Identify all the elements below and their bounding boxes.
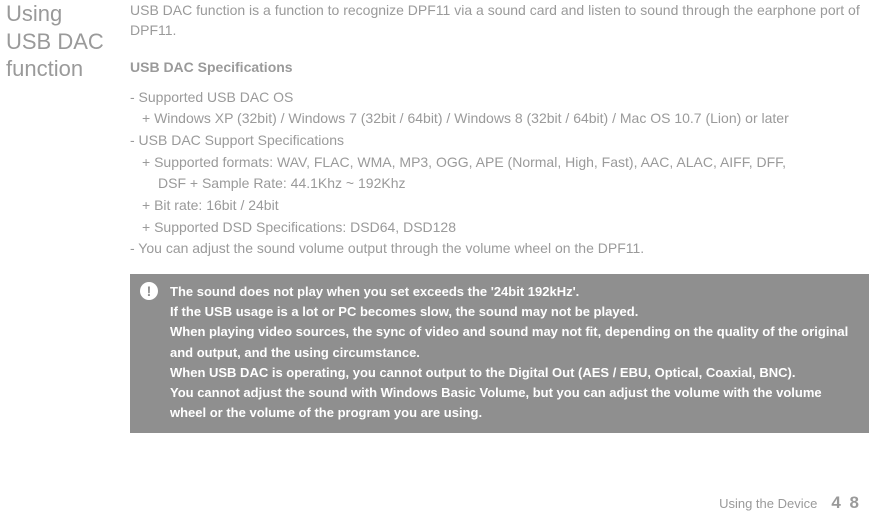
spec-line: + Supported formats: WAV, FLAC, WMA, MP3… — [130, 152, 869, 174]
alert-icon: ! — [140, 282, 158, 300]
section-title: Using USB DAC function — [6, 0, 120, 83]
notice-box: ! The sound does not play when you set e… — [130, 274, 869, 433]
spec-list: - Supported USB DAC OS + Windows XP (32b… — [130, 87, 869, 261]
sidebar: Using USB DAC function — [0, 0, 128, 433]
spec-line: + Windows XP (32bit) / Windows 7 (32bit … — [130, 108, 869, 130]
spec-line: + Supported DSD Specifications: DSD64, D… — [130, 217, 869, 239]
footer-section: Using the Device — [719, 496, 817, 511]
notice-line: When playing video sources, the sync of … — [170, 322, 857, 362]
notice-line: You cannot adjust the sound with Windows… — [170, 383, 857, 423]
page-content: Using USB DAC function USB DAC function … — [0, 0, 879, 433]
title-line: Using — [6, 1, 62, 26]
title-line: USB DAC — [6, 29, 104, 54]
page-number: 4 8 — [831, 493, 861, 513]
title-line: function — [6, 56, 83, 81]
spec-line: DSF + Sample Rate: 44.1Khz ~ 192Khz — [130, 173, 869, 195]
intro-text: USB DAC function is a function to recogn… — [130, 0, 869, 41]
notice-line: If the USB usage is a lot or PC becomes … — [170, 302, 857, 322]
notice-line: When USB DAC is operating, you cannot ou… — [170, 363, 857, 383]
spec-line: + Bit rate: 16bit / 24bit — [130, 195, 869, 217]
spec-line: - Supported USB DAC OS — [130, 89, 293, 105]
spec-line: - You can adjust the sound volume output… — [130, 240, 644, 256]
spec-line: - USB DAC Support Specifications — [130, 132, 344, 148]
notice-line: The sound does not play when you set exc… — [170, 282, 857, 302]
footer: Using the Device 4 8 — [719, 493, 861, 513]
main-content: USB DAC function is a function to recogn… — [128, 0, 869, 433]
subheading: USB DAC Specifications — [130, 59, 869, 75]
